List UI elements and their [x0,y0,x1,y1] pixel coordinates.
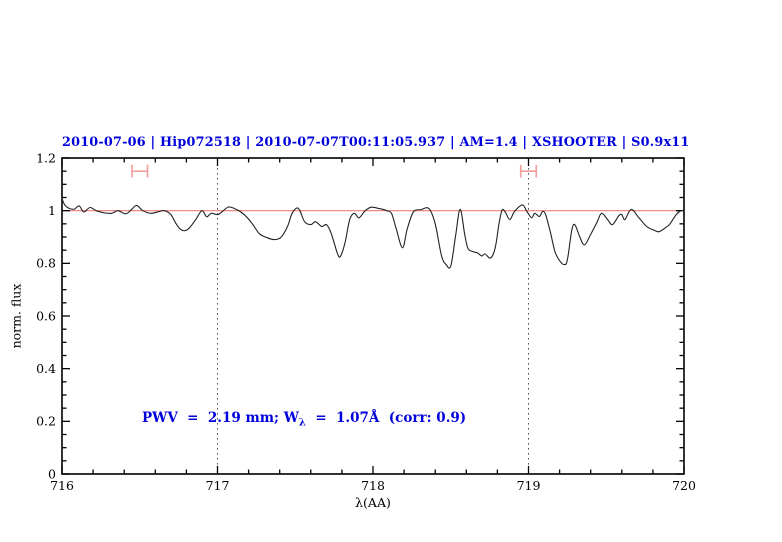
y-axis-label: norm. flux [8,283,24,349]
svg-text:0.8: 0.8 [36,256,56,271]
svg-text:716: 716 [50,478,74,493]
svg-text:0.6: 0.6 [36,308,56,323]
pwv-annotation-after: = 1.07Å (corr: 0.9) [305,410,467,426]
chart-title: 2010-07-06 | Hip072518 | 2010-07-07T00:1… [62,135,690,150]
pwv-annotation-before: PWV = 2.19 mm; W [142,410,299,426]
pwv-annotation: PWV = 2.19 mm; Wλ = 1.07Å (corr: 0.9) [142,410,466,429]
svg-text:720: 720 [672,478,696,493]
svg-text:719: 719 [517,478,541,493]
svg-text:1.2: 1.2 [36,150,56,165]
svg-text:718: 718 [361,478,385,493]
pwv-annotation-subscript: λ [298,417,306,429]
x-axis-label: λ(AA) [355,495,391,510]
svg-text:1: 1 [48,203,56,218]
svg-text:0: 0 [48,466,56,481]
svg-text:0.2: 0.2 [36,414,56,429]
svg-text:717: 717 [206,478,230,493]
svg-text:0.4: 0.4 [36,361,56,376]
